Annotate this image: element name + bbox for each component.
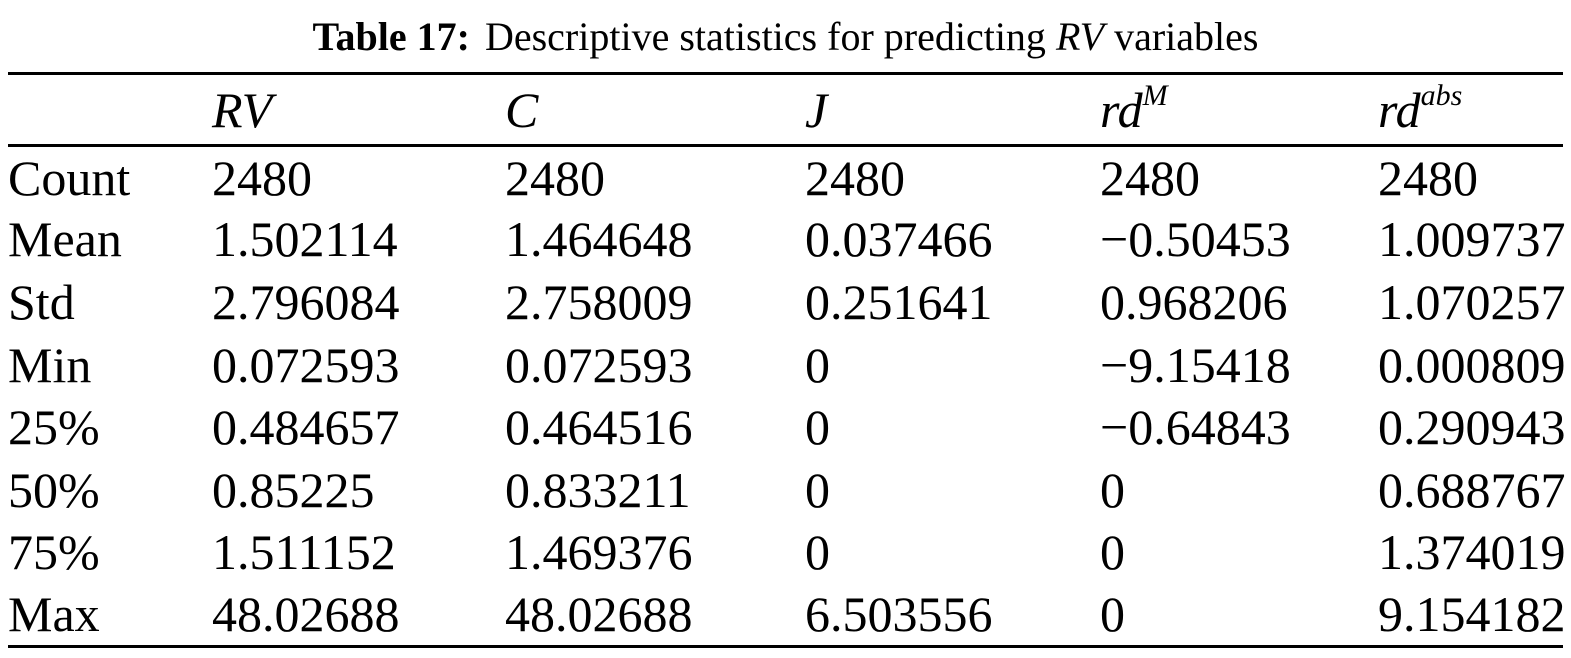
cell: 0.968206 bbox=[1100, 273, 1288, 330]
table-row: Std 2.796084 2.758009 0.251641 0.968206 … bbox=[8, 271, 1566, 334]
header-c-base: C bbox=[505, 81, 539, 138]
caption-suffix: variables bbox=[1104, 13, 1259, 59]
header-empty-cell bbox=[8, 74, 212, 146]
cell: 2480 bbox=[1100, 149, 1200, 206]
cell: 0 bbox=[805, 336, 830, 393]
table-row: Max 48.02688 48.02688 6.503556 0 9.15418… bbox=[8, 584, 1566, 647]
cell: 0 bbox=[1100, 586, 1125, 643]
cell: 2480 bbox=[1378, 149, 1478, 206]
row-label: Count bbox=[8, 149, 131, 206]
cell: −9.15418 bbox=[1100, 336, 1291, 393]
caption-text: Descriptive statistics for predicting bbox=[484, 13, 1056, 59]
caption-variable: RV bbox=[1055, 13, 1105, 59]
table-row: 50% 0.85225 0.833211 0 0 0.688767 bbox=[8, 458, 1566, 521]
header-row: RV C J rdM rdabs bbox=[8, 74, 1563, 146]
cell: 1.511152 bbox=[212, 524, 396, 581]
header-j: J bbox=[805, 74, 1100, 146]
row-label: Min bbox=[8, 336, 92, 393]
cell: −0.64843 bbox=[1100, 399, 1291, 456]
cell: −0.50453 bbox=[1100, 211, 1291, 268]
cell: 0 bbox=[805, 461, 830, 518]
cell: 0.484657 bbox=[212, 399, 400, 456]
cell: 2480 bbox=[805, 149, 905, 206]
cell: 0.464516 bbox=[505, 399, 693, 456]
row-label: Std bbox=[8, 273, 75, 330]
header-rdm-sup: M bbox=[1142, 78, 1168, 112]
caption-label: Table 17: bbox=[312, 13, 470, 59]
header-j-base: J bbox=[805, 81, 828, 138]
header-rdm-base: rd bbox=[1100, 81, 1143, 138]
statistics-table: RV C J rdM rdabs Count 2480 2480 2480 24… bbox=[8, 72, 1566, 648]
cell: 0.833211 bbox=[505, 461, 691, 518]
cell: 0.85225 bbox=[212, 461, 375, 518]
header-rdabs-sup: abs bbox=[1420, 78, 1463, 112]
cell: 1.374019 bbox=[1378, 524, 1566, 581]
cell: 0.037466 bbox=[805, 211, 993, 268]
cell: 0 bbox=[1100, 524, 1125, 581]
cell: 2.758009 bbox=[505, 273, 693, 330]
cell: 1.009737 bbox=[1378, 211, 1566, 268]
cell: 0.000809 bbox=[1378, 336, 1566, 393]
header-rdabs-base: rd bbox=[1378, 81, 1421, 138]
table-row: Min 0.072593 0.072593 0 −9.15418 0.00080… bbox=[8, 333, 1566, 396]
header-rv: RV bbox=[212, 74, 505, 146]
cell: 0.688767 bbox=[1378, 461, 1566, 518]
cell: 0 bbox=[1100, 461, 1125, 518]
cell: 0.290943 bbox=[1378, 399, 1566, 456]
table-row: 25% 0.484657 0.464516 0 −0.64843 0.29094… bbox=[8, 396, 1566, 459]
cell: 48.02688 bbox=[505, 586, 693, 643]
cell: 6.503556 bbox=[805, 586, 993, 643]
cell: 1.070257 bbox=[1378, 273, 1566, 330]
table-caption: Table 17: Descriptive statistics for pred… bbox=[0, 0, 1571, 72]
row-label: Mean bbox=[8, 211, 122, 268]
header-rdm: rdM bbox=[1100, 74, 1378, 146]
cell: 1.469376 bbox=[505, 524, 693, 581]
cell: 1.464648 bbox=[505, 211, 693, 268]
cell: 0 bbox=[805, 524, 830, 581]
cell: 9.154182 bbox=[1378, 586, 1566, 643]
header-rdabs: rdabs bbox=[1378, 74, 1563, 146]
cell: 0 bbox=[805, 399, 830, 456]
cell: 2.796084 bbox=[212, 273, 400, 330]
cell: 48.02688 bbox=[212, 586, 400, 643]
cell: 0.251641 bbox=[805, 273, 993, 330]
cell: 0.072593 bbox=[505, 336, 693, 393]
row-label: 75% bbox=[8, 524, 100, 581]
row-label: Max bbox=[8, 586, 100, 643]
row-label: 50% bbox=[8, 461, 100, 518]
table-row: Count 2480 2480 2480 2480 2480 bbox=[8, 146, 1563, 209]
cell: 2480 bbox=[212, 149, 312, 206]
header-rv-base: RV bbox=[212, 81, 273, 138]
cell: 0.072593 bbox=[212, 336, 400, 393]
cell: 2480 bbox=[505, 149, 605, 206]
table-row: Mean 1.502114 1.464648 0.037466 −0.50453… bbox=[8, 208, 1566, 271]
header-c: C bbox=[505, 74, 805, 146]
table-row: 75% 1.511152 1.469376 0 0 1.374019 bbox=[8, 521, 1566, 584]
row-label: 25% bbox=[8, 399, 100, 456]
cell: 1.502114 bbox=[212, 211, 398, 268]
